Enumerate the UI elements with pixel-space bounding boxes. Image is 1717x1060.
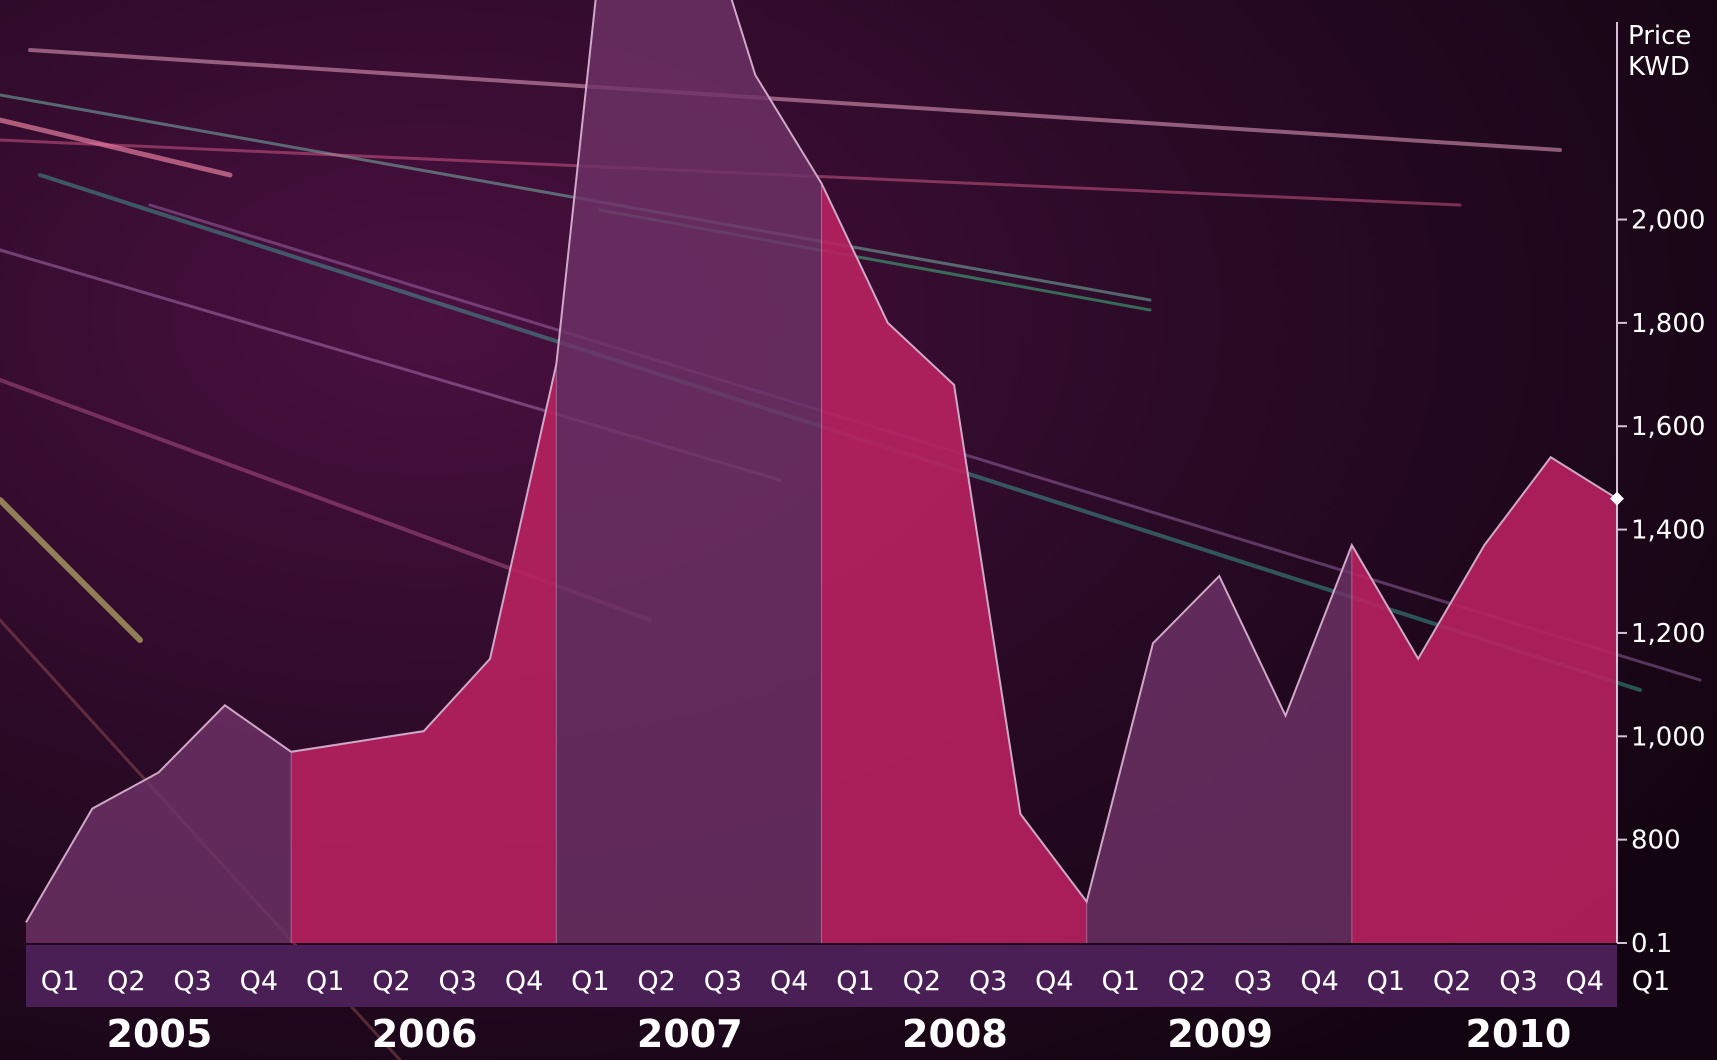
x-tick-label: Q1 xyxy=(41,966,79,997)
year-label: 2009 xyxy=(1167,1012,1273,1056)
y-tick-label: 1,200 xyxy=(1631,619,1705,649)
x-tick-label: Q4 xyxy=(505,966,543,997)
x-tick-label: Q4 xyxy=(240,966,278,997)
x-tick-label: Q3 xyxy=(173,966,211,997)
x-tick-label: Q4 xyxy=(1300,966,1338,997)
x-tick-label: Q3 xyxy=(969,966,1007,997)
x-tick-label: Q1 xyxy=(1101,966,1139,997)
year-label: 2006 xyxy=(372,1012,478,1056)
x-tick-label: Q2 xyxy=(637,966,675,997)
x-tick-label: Q2 xyxy=(107,966,145,997)
year-labels: 2005 2006 2007 2008 2009 2010 xyxy=(107,1012,1572,1056)
y-tick-label: 1,800 xyxy=(1631,309,1705,339)
area-segment-2008 xyxy=(821,183,1087,943)
area-segment-2005 xyxy=(26,705,292,943)
y-tick-label: 0.1 xyxy=(1631,929,1672,959)
x-tick-label: Q3 xyxy=(439,966,477,997)
y-tick-label: 1,000 xyxy=(1631,722,1705,752)
area-segments xyxy=(26,0,1617,943)
x-tick-label: Q4 xyxy=(1035,966,1073,997)
x-tick-label: Q2 xyxy=(372,966,410,997)
y-tick-label: 1,400 xyxy=(1631,516,1705,546)
last-value-marker xyxy=(1610,491,1624,506)
x-tick-label: Q1 xyxy=(306,966,344,997)
light-streak xyxy=(28,48,1562,152)
x-tick-label: Q3 xyxy=(1234,966,1272,997)
year-label: 2010 xyxy=(1466,1012,1572,1056)
x-axis-band xyxy=(26,945,1617,1007)
y-tick-label: 1,600 xyxy=(1631,412,1705,442)
y-axis-unit-line-1: Price xyxy=(1628,21,1691,51)
light-streak xyxy=(0,117,233,178)
area-segment-2010 xyxy=(1351,457,1617,943)
series-line xyxy=(25,0,1618,923)
year-label: 2005 xyxy=(107,1012,213,1056)
x-tick-label: Q2 xyxy=(1433,966,1471,997)
x-tick-label: Q2 xyxy=(1168,966,1206,997)
x-tick-label: Q3 xyxy=(704,966,742,997)
year-label: 2008 xyxy=(902,1012,1008,1056)
x-tick-label: Q1 xyxy=(1632,966,1670,997)
y-tick-label: 800 xyxy=(1631,826,1681,856)
x-tick-label: Q4 xyxy=(1565,966,1603,997)
x-tick-label: Q1 xyxy=(571,966,609,997)
area-segment-2006 xyxy=(291,364,557,943)
y-axis: 0.1 800 1,000 1,200 1,400 1,600 1,800 2,000 xyxy=(1610,22,1705,959)
y-axis-unit-line-2: KWD xyxy=(1628,52,1690,82)
x-tick-label: Q1 xyxy=(1367,966,1405,997)
x-tick-label: Q2 xyxy=(903,966,941,997)
light-streak xyxy=(0,497,143,643)
x-tick-label: Q1 xyxy=(836,966,874,997)
area-segment-2007 xyxy=(556,0,822,943)
x-tick-label: Q4 xyxy=(770,966,808,997)
y-tick-label: 2,000 xyxy=(1631,206,1705,236)
x-tick-label: Q3 xyxy=(1499,966,1537,997)
x-tick-labels: Q1 Q2 Q3 Q4 Q1 Q2 Q3 Q4 Q1 Q2 Q3 Q4 Q1 Q2 Q3 Q4 Q1 Q2 Q3 Q4… xyxy=(41,966,1670,997)
year-label: 2007 xyxy=(637,1012,743,1056)
